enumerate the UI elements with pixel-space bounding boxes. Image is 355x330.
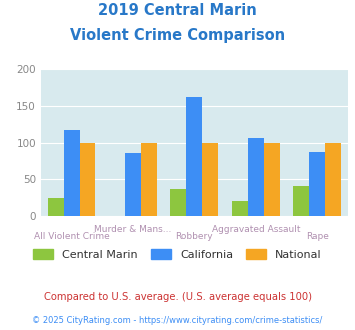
- Bar: [264, 143, 280, 216]
- Bar: [141, 143, 157, 216]
- Bar: [202, 143, 218, 216]
- Bar: [170, 189, 186, 216]
- Text: All Violent Crime: All Violent Crime: [34, 232, 109, 241]
- Bar: [325, 143, 341, 216]
- Text: Robbery: Robbery: [176, 232, 213, 241]
- Text: 2019 Central Marin: 2019 Central Marin: [98, 3, 257, 18]
- Bar: [232, 201, 248, 216]
- Text: © 2025 CityRating.com - https://www.cityrating.com/crime-statistics/: © 2025 CityRating.com - https://www.city…: [32, 316, 323, 325]
- Legend: Central Marin, California, National: Central Marin, California, National: [31, 247, 324, 262]
- Text: Murder & Mans...: Murder & Mans...: [94, 225, 171, 234]
- Bar: [248, 138, 264, 216]
- Bar: [80, 143, 95, 216]
- Bar: [309, 152, 325, 216]
- Text: Violent Crime Comparison: Violent Crime Comparison: [70, 28, 285, 43]
- Bar: [48, 198, 64, 216]
- Bar: [186, 97, 202, 216]
- Text: Compared to U.S. average. (U.S. average equals 100): Compared to U.S. average. (U.S. average …: [44, 292, 311, 302]
- Bar: [64, 130, 80, 216]
- Text: Rape: Rape: [306, 232, 329, 241]
- Bar: [125, 153, 141, 216]
- Bar: [293, 186, 309, 216]
- Text: Aggravated Assault: Aggravated Assault: [212, 225, 300, 234]
